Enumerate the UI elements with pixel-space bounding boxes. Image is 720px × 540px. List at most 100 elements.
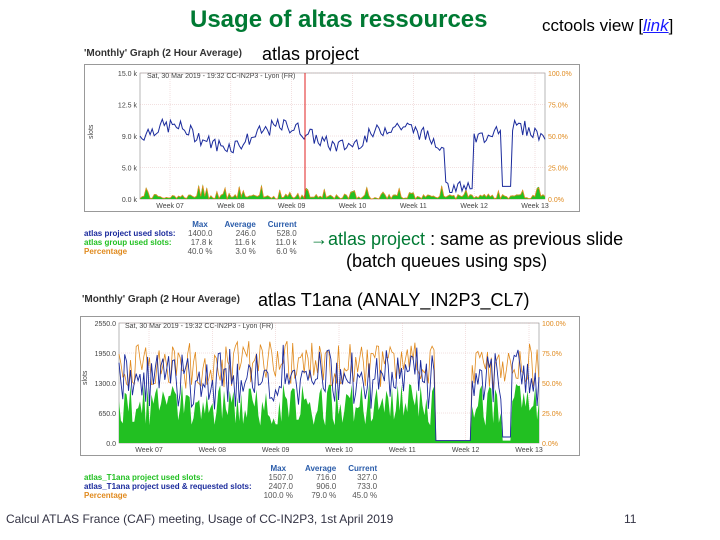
- xtick-label: Week 09: [278, 203, 306, 210]
- legend-row: Percentage 100.0 % 79.0 % 45.0 %: [84, 491, 383, 500]
- ytick-right-label: 50.0%: [542, 381, 562, 388]
- ytick-label: 1300.0: [95, 381, 117, 388]
- legend-name: atlas_T1ana project used slots:: [84, 473, 204, 482]
- legend-header-max: Max: [270, 464, 287, 473]
- note-project-link[interactable]: atlas project: [328, 229, 426, 249]
- graph1-ylabel: slots: [88, 124, 95, 139]
- graph2-legend: Max Average Current atlas_T1ana project …: [84, 464, 383, 500]
- legend-row: atlas_T1ana project used slots: 1507.0 7…: [84, 473, 383, 482]
- subtitle-suffix: ]: [668, 16, 674, 35]
- legend-value: 3.0 %: [235, 247, 256, 256]
- legend-header-average: Average: [224, 220, 256, 229]
- graph2-yticks: 2550.0 1950.0 1300.0 650.0 0.0: [95, 321, 117, 448]
- legend-value: 528.0: [276, 229, 297, 238]
- legend-value: 716.0: [316, 473, 337, 482]
- legend-name: atlas group used slots:: [84, 238, 172, 247]
- ytick-right-label: 100.0%: [542, 321, 566, 328]
- graph2-ylabel: slots: [82, 370, 89, 385]
- graph1-section-label: atlas project: [262, 44, 360, 64]
- ytick-right-label: 25.0%: [548, 166, 568, 173]
- graph2-heading: 'Monthly' Graph (2 Hour Average): [82, 294, 240, 305]
- xtick-label: Week 12: [452, 447, 480, 454]
- graph2-chart: Sat, 30 Mar 2019 - 19:32 CC-IN2P3 - Lyon…: [80, 316, 580, 456]
- legend-row: atlas project used slots: 1400.0 246.0 5…: [84, 229, 303, 238]
- ytick-label: 0.0 k: [122, 197, 138, 204]
- subtitle-prefix: cctools view [: [542, 16, 644, 35]
- legend-value: 100.0 %: [263, 491, 293, 500]
- ytick-right-label: 0.0%: [548, 197, 564, 204]
- ytick-right-label: 75.0%: [542, 351, 562, 358]
- legend-value: 1400.0: [188, 229, 213, 238]
- graph2-xticks: Week 07 Week 08 Week 09 Week 10 Week 11 Week …: [135, 447, 543, 454]
- legend-value: 246.0: [235, 229, 256, 238]
- note-arrow: →: [310, 229, 328, 249]
- legend-value: 906.0: [316, 482, 337, 491]
- slide-title-row: Usage of altas ressources cctools view […: [0, 6, 720, 38]
- graph1-blue-line: [139, 117, 546, 194]
- legend-row: atlas_T1ana project used & requested slo…: [84, 482, 383, 491]
- ytick-label: 12.5 k: [118, 103, 138, 110]
- graph1-yticks-right: 100.0% 75.0% 50.0% 25.0% 0.0%: [548, 71, 572, 204]
- legend-value: 1507.0: [268, 473, 293, 482]
- legend-header-current: Current: [348, 464, 378, 473]
- graph2-blue-line: [118, 344, 540, 442]
- slide-footer: Calcul ATLAS France (CAF) meeting, Usage…: [6, 512, 394, 526]
- ytick-right-label: 50.0%: [548, 134, 568, 141]
- graph2-green-fill: [119, 383, 539, 443]
- ytick-label: 0.0: [106, 441, 116, 448]
- xtick-label: Week 08: [217, 203, 245, 210]
- legend-header-average: Average: [304, 464, 337, 473]
- graph2-timestamp: Sat, 30 Mar 2019 - 19:32 CC-IN2P3 - Lyon…: [125, 323, 273, 330]
- graph1-green-fill: [140, 184, 545, 199]
- xtick-label: Week 11: [400, 203, 427, 210]
- graph2-yticks-right: 100.0% 75.0% 50.0% 25.0% 0.0%: [542, 321, 566, 448]
- ytick-right-label: 100.0%: [548, 71, 572, 78]
- xtick-label: Week 07: [156, 203, 184, 210]
- legend-value: 11.0 k: [275, 238, 297, 247]
- xtick-label: Week 07: [135, 447, 163, 454]
- xtick-label: Week 08: [199, 447, 227, 454]
- xtick-label: Week 13: [515, 447, 543, 454]
- ytick-right-label: 0.0%: [542, 441, 558, 448]
- xtick-label: Week 12: [460, 203, 488, 210]
- legend-value: 6.0 %: [276, 247, 297, 256]
- legend-value: 17.8 k: [190, 238, 213, 247]
- page-number: 11: [624, 512, 637, 526]
- legend-row: Percentage 40.0 % 3.0 % 6.0 %: [84, 247, 303, 256]
- ytick-right-label: 75.0%: [548, 103, 568, 110]
- graph1-chart: Sat, 30 Mar 2019 - 19:32 CC-IN2P3 - Lyon…: [84, 64, 580, 212]
- note-line2: (batch queues using sps): [346, 251, 548, 271]
- legend-name: Percentage: [84, 247, 128, 256]
- graph1-orange-line: [139, 185, 546, 201]
- legend-value: 79.0 %: [311, 491, 337, 500]
- graph1-svg: Sat, 30 Mar 2019 - 19:32 CC-IN2P3 - Lyon…: [88, 71, 572, 210]
- note-line1-rest: : same as previous slide: [425, 229, 624, 249]
- legend-value: 327.0: [357, 473, 378, 482]
- graph1-legend: Max Average Current atlas project used s…: [84, 220, 303, 256]
- legend-header-current: Current: [267, 220, 297, 229]
- graph1-xticks: Week 07 Week 08 Week 09 Week 10 Week 11 Week …: [156, 203, 549, 210]
- legend-value: 11.6 k: [234, 238, 256, 247]
- legend-row: atlas group used slots: 17.8 k 11.6 k 11…: [84, 238, 303, 247]
- xtick-label: Week 13: [521, 203, 549, 210]
- legend-header-max: Max: [192, 220, 208, 229]
- slide-title: Usage of altas ressources: [190, 6, 488, 33]
- legend-name: Percentage: [84, 491, 128, 500]
- slide-note: →atlas project : same as previous slide …: [310, 228, 623, 272]
- xtick-label: Week 09: [262, 447, 290, 454]
- graph2-svg: Sat, 30 Mar 2019 - 19:32 CC-IN2P3 - Lyon…: [82, 321, 566, 454]
- ytick-label: 2550.0: [95, 321, 117, 328]
- cctools-link[interactable]: link: [643, 16, 669, 35]
- legend-name: atlas project used slots:: [84, 229, 176, 238]
- graph1-yticks: 15.0 k 12.5 k 9.0 k 5.0 k 0.0 k: [118, 71, 138, 204]
- legend-value: 40.0 %: [187, 247, 213, 256]
- xtick-label: Week 11: [389, 447, 416, 454]
- slide-subtitle: cctools view [link]: [542, 16, 673, 36]
- legend-name: atlas_T1ana project used & requested slo…: [84, 482, 252, 491]
- xtick-label: Week 10: [325, 447, 353, 454]
- legend-value: 45.0 %: [352, 491, 378, 500]
- ytick-label: 5.0 k: [122, 166, 138, 173]
- graph1-heading: 'Monthly' Graph (2 Hour Average): [84, 48, 242, 59]
- legend-value: 733.0: [357, 482, 378, 491]
- graph2-section-label: atlas T1ana (ANALY_IN2P3_CL7): [258, 290, 530, 310]
